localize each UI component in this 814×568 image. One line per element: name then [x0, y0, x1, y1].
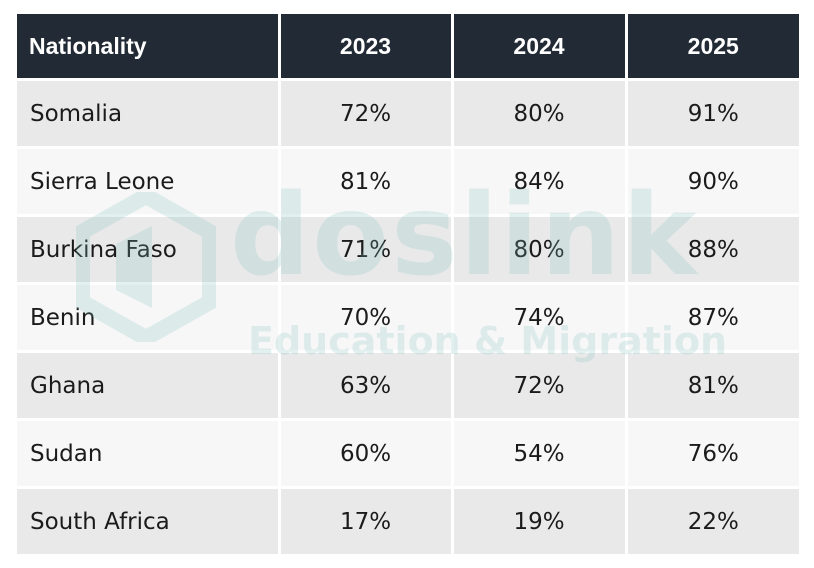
- value-cell-2025: 90%: [626, 147, 799, 217]
- value-cell-2025: 88%: [626, 215, 799, 285]
- value-cell-2023: 81%: [279, 147, 454, 217]
- value-cell-2024: 80%: [452, 215, 628, 285]
- table-row: Benin 70% 74% 87%: [17, 283, 799, 353]
- data-table: Nationality 2023 2024 2025 Somalia 72% 8…: [17, 14, 799, 557]
- nationality-cell: Somalia: [17, 79, 281, 149]
- table-row: South Africa 17% 19% 22%: [17, 487, 799, 557]
- header-row: Nationality 2023 2024 2025: [17, 14, 799, 81]
- table-row: Ghana 63% 72% 81%: [17, 351, 799, 421]
- value-cell-2023: 71%: [279, 215, 454, 285]
- value-cell-2025: 91%: [626, 79, 799, 149]
- value-cell-2024: 74%: [452, 283, 628, 353]
- table-row: Somalia 72% 80% 91%: [17, 79, 799, 149]
- value-cell-2023: 63%: [279, 351, 454, 421]
- nationality-cell: Sudan: [17, 419, 281, 489]
- table-header: Nationality 2023 2024 2025: [17, 14, 799, 81]
- value-cell-2023: 60%: [279, 419, 454, 489]
- nationality-cell: Benin: [17, 283, 281, 353]
- header-nationality: Nationality: [17, 14, 281, 81]
- table-row: Sudan 60% 54% 76%: [17, 419, 799, 489]
- header-2025: 2025: [626, 14, 799, 81]
- value-cell-2024: 80%: [452, 79, 628, 149]
- value-cell-2024: 72%: [452, 351, 628, 421]
- table-row: Burkina Faso 71% 80% 88%: [17, 215, 799, 285]
- table-body: Somalia 72% 80% 91% Sierra Leone 81% 84%…: [17, 79, 799, 557]
- value-cell-2023: 72%: [279, 79, 454, 149]
- value-cell-2025: 87%: [626, 283, 799, 353]
- value-cell-2024: 84%: [452, 147, 628, 217]
- nationality-cell: Ghana: [17, 351, 281, 421]
- value-cell-2023: 70%: [279, 283, 454, 353]
- nationality-cell: South Africa: [17, 487, 281, 557]
- table-row: Sierra Leone 81% 84% 90%: [17, 147, 799, 217]
- value-cell-2025: 22%: [626, 487, 799, 557]
- value-cell-2024: 19%: [452, 487, 628, 557]
- value-cell-2025: 76%: [626, 419, 799, 489]
- header-2023: 2023: [279, 14, 454, 81]
- nationality-cell: Sierra Leone: [17, 147, 281, 217]
- header-2024: 2024: [452, 14, 628, 81]
- value-cell-2023: 17%: [279, 487, 454, 557]
- value-cell-2024: 54%: [452, 419, 628, 489]
- value-cell-2025: 81%: [626, 351, 799, 421]
- nationality-cell: Burkina Faso: [17, 215, 281, 285]
